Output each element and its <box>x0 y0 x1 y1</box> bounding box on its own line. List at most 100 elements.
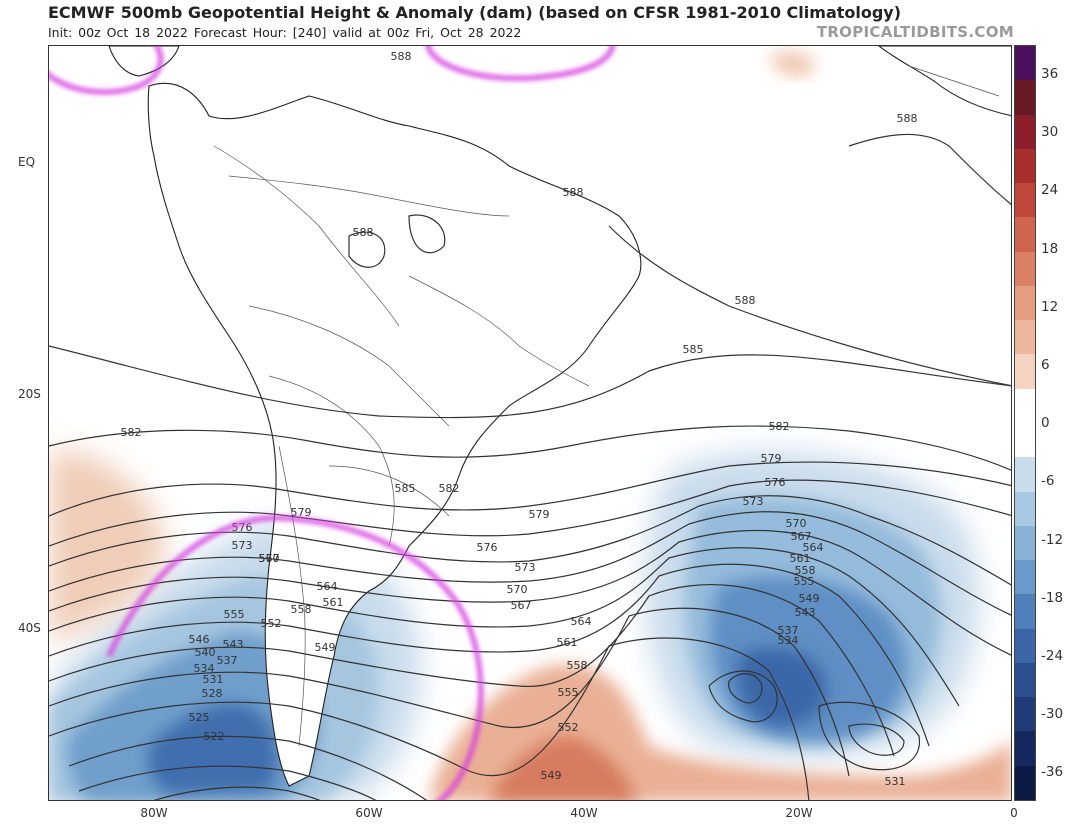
contour-label: 576 <box>477 541 498 554</box>
contour-label: 552 <box>261 617 282 630</box>
colorbar-segment <box>1015 765 1035 801</box>
colorbar-label: 24 <box>1041 182 1059 199</box>
colorbar-segment <box>1015 525 1035 561</box>
contour-label: 588 <box>353 226 374 239</box>
contour-label: 579 <box>291 506 312 519</box>
contour-label: 564 <box>803 541 824 554</box>
map-subtitle: Init: 00z Oct 18 2022 Forecast Hour: [24… <box>48 25 522 40</box>
colorbar-label: 18 <box>1041 240 1059 257</box>
contour-label: 588 <box>391 50 412 63</box>
contour-label: 534 <box>194 662 215 675</box>
colorbar-segment <box>1015 628 1035 664</box>
colorbar-segment <box>1015 491 1035 527</box>
anomaly-shading <box>49 51 1011 800</box>
contour-label: 564 <box>571 615 592 628</box>
country-borders <box>213 65 1000 747</box>
colorbar-segment <box>1015 457 1035 493</box>
weather-map[interactable]: 588 588 588 588 588 585 582 582 585 582 … <box>48 45 1012 801</box>
contour-label: 525 <box>189 711 210 724</box>
contour-label: 561 <box>790 552 811 565</box>
annotation-arc-south <box>106 514 484 800</box>
colorbar-label: 12 <box>1041 298 1059 315</box>
contour-label: 558 <box>291 603 312 616</box>
contour-label: 564 <box>317 580 338 593</box>
contour-label: 543 <box>223 638 244 651</box>
colorbar-segment <box>1015 46 1035 81</box>
colorbar-segment <box>1015 388 1035 424</box>
positive-anomaly-south-core <box>489 736 639 800</box>
colorbar-segment <box>1015 285 1035 321</box>
contour-label: 582 <box>769 420 790 433</box>
contour-label: 549 <box>541 769 562 782</box>
contour-label: 537 <box>778 624 799 637</box>
colorbar-label: 30 <box>1041 124 1059 141</box>
contour-label: 531 <box>203 673 224 686</box>
colorbar-segment <box>1015 251 1035 287</box>
colorbar-segment <box>1015 354 1035 390</box>
lon-label-60w: 60W <box>355 806 383 820</box>
contour-label: 558 <box>567 659 588 672</box>
lon-label-0: 0 <box>1010 806 1018 820</box>
contour-label: 573 <box>743 495 764 508</box>
lat-label-20s: 20S <box>18 387 41 401</box>
central-america <box>108 46 180 77</box>
lat-label-eq: EQ <box>18 155 36 169</box>
colorbar-segment <box>1015 731 1035 767</box>
lon-label-20w: 20W <box>785 806 813 820</box>
colorbar-label: -30 <box>1041 706 1064 723</box>
height-contours <box>49 133 1011 800</box>
colorbar-label: -24 <box>1041 648 1064 664</box>
annotation-circle-top-center <box>425 46 616 82</box>
contour-label: 573 <box>232 539 253 552</box>
contour-label: 567 <box>259 552 280 565</box>
contour-label: 561 <box>557 636 578 649</box>
negative-anomaly-se-inner <box>738 647 827 726</box>
map-canvas: 588 588 588 588 588 585 582 582 585 582 … <box>49 46 1011 800</box>
colorbar-segment <box>1015 423 1035 458</box>
contour-label: 585 <box>683 343 704 356</box>
lon-label-80w: 80W <box>140 806 168 820</box>
contour-label: 552 <box>558 721 579 734</box>
colorbar-label: -18 <box>1041 589 1064 606</box>
contour-label: 576 <box>765 476 786 489</box>
lat-label-40s: 40S <box>18 621 41 635</box>
contour-label: 582 <box>121 426 142 439</box>
contour-label: 579 <box>529 508 550 521</box>
colorbar-segment <box>1015 148 1035 184</box>
contour-label: 555 <box>558 686 579 699</box>
contour-label: 567 <box>511 599 532 612</box>
contour-label: 579 <box>761 452 782 465</box>
anomaly-colorbar <box>1014 45 1036 801</box>
contour-label: 531 <box>885 775 906 788</box>
colorbar-segment <box>1015 594 1035 630</box>
contour-label: 585 <box>395 482 416 495</box>
contour-label: 582 <box>439 482 460 495</box>
south-america-outline <box>147 82 642 787</box>
colorbar-segment <box>1015 183 1035 218</box>
negative-anomaly-sw-inner <box>147 703 278 794</box>
contour-label: 570 <box>786 517 807 530</box>
colorbar-segment <box>1015 80 1035 116</box>
contour-label: 534 <box>778 634 799 647</box>
colorbar-segment <box>1015 320 1035 355</box>
contour-label: 540 <box>195 646 216 659</box>
contour-label: 570 <box>507 583 528 596</box>
map-title: ECMWF 500mb Geopotential Height & Anomal… <box>48 3 902 22</box>
colorbar-label: 6 <box>1041 357 1050 373</box>
colorbar-label: -36 <box>1041 764 1064 781</box>
contour-label: 549 <box>315 641 336 654</box>
africa-outline <box>878 46 1011 117</box>
colorbar-label: 36 <box>1041 66 1059 82</box>
contour-label: 543 <box>795 606 816 619</box>
colorbar-segment <box>1015 697 1035 732</box>
hand-drawn-annotations <box>49 46 616 800</box>
brand-watermark: TROPICALTIDBITS.COM <box>816 23 1014 41</box>
annotation-circle-top-left <box>49 46 164 95</box>
colorbar-segment <box>1015 560 1035 595</box>
contour-label: 555 <box>224 608 245 621</box>
contour-label: 549 <box>799 592 820 605</box>
colorbar-label: 0 <box>1041 415 1050 432</box>
contour-label: 588 <box>735 294 756 307</box>
contour-labels: 588 588 588 588 588 585 582 582 585 582 … <box>121 50 918 788</box>
contour-label: 528 <box>202 687 223 700</box>
